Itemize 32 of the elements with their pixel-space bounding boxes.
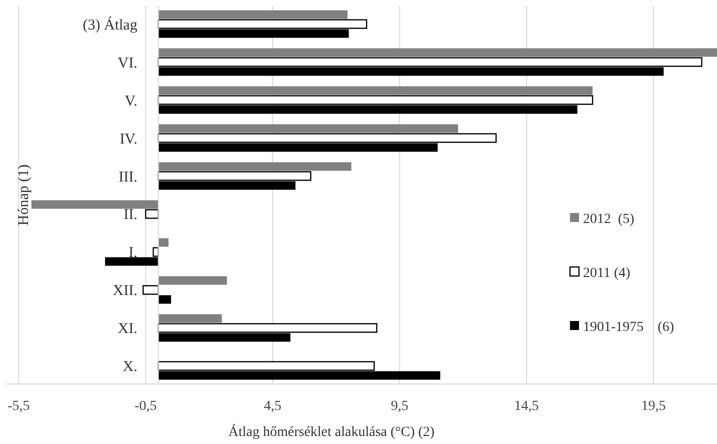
legend-label: 2011 (4) — [583, 266, 631, 281]
bar — [158, 48, 717, 57]
y-tick-label: XII. — [112, 283, 138, 300]
bar — [31, 200, 158, 209]
x-tick-label: 19,5 — [641, 399, 666, 414]
bar — [158, 238, 169, 247]
x-tick-label: -5,5 — [8, 399, 30, 414]
bar — [158, 276, 227, 285]
bar — [158, 124, 458, 133]
x-tick-label: -0,5 — [134, 399, 157, 414]
y-tick-label: II. — [124, 207, 138, 224]
bar — [158, 162, 352, 171]
x-tick-label: 14,5 — [514, 399, 539, 414]
bar — [142, 285, 159, 295]
legend-label: 2012 (5) — [583, 212, 635, 227]
bar — [145, 209, 159, 219]
x-tick-label: 4,5 — [264, 399, 282, 414]
x-axis-title: Átlag hőmérséklet alakulása (°C) (2) — [228, 423, 435, 440]
y-tick-label: III. — [118, 169, 138, 186]
y-tick-label: VI. — [118, 55, 138, 72]
y-tick-label: (3) Átlag — [82, 16, 138, 34]
bar — [158, 10, 348, 19]
y-tick-label: V. — [124, 93, 138, 110]
y-tick-label: XI. — [118, 321, 138, 338]
y-axis-title: Hónap (1) — [16, 164, 32, 226]
y-tick-label: IV. — [120, 131, 138, 148]
bar — [158, 295, 172, 304]
legend-label: 1901-1975 (6) — [583, 320, 674, 335]
x-tick-label: 9,5 — [390, 399, 408, 414]
bar — [158, 86, 593, 95]
y-tick-label: X. — [122, 359, 138, 376]
bar — [158, 314, 222, 323]
